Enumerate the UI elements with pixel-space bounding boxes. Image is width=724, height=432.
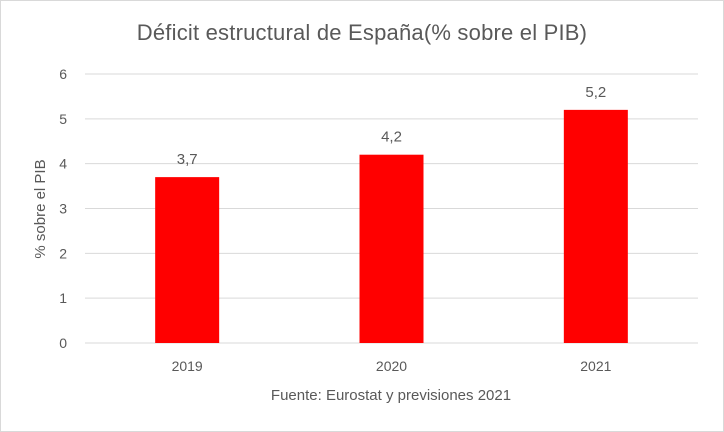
y-tick-label: 4 [59, 156, 67, 172]
x-tick-label-2020: 2020 [376, 358, 407, 374]
y-axis-title: % sobre el PIB [32, 159, 49, 258]
y-tick-label: 1 [59, 290, 67, 306]
data-label-2019: 3,7 [177, 151, 198, 168]
y-tick-label: 2 [59, 245, 67, 261]
data-label-2021: 5,2 [585, 84, 606, 101]
bar-2019 [155, 177, 220, 343]
y-tick-label: 5 [59, 111, 67, 127]
bar-2020 [359, 154, 424, 343]
bars [155, 109, 628, 343]
bar-2021 [563, 109, 628, 343]
y-tick-label: 0 [59, 335, 67, 351]
x-axis-title: Fuente: Eurostat y previsiones 2021 [271, 387, 511, 404]
y-tick-label: 3 [59, 201, 67, 217]
y-tick-label: 6 [59, 66, 67, 82]
data-label-2020: 4,2 [381, 129, 402, 146]
x-tick-label-2019: 2019 [172, 358, 203, 374]
data-labels: 3,7 4,2 5,2 [177, 84, 607, 168]
y-axis-ticks: 0 1 2 3 4 5 6 [59, 66, 67, 351]
x-axis-ticks: 2019 2020 2021 [172, 358, 612, 374]
x-tick-label-2021: 2021 [580, 358, 611, 374]
chart-title: Déficit estructural de España(% sobre el… [136, 20, 588, 45]
